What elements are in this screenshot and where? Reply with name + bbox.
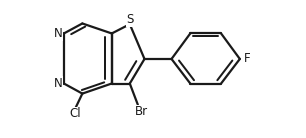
Text: F: F xyxy=(244,52,251,65)
Text: Cl: Cl xyxy=(69,107,81,120)
Text: Br: Br xyxy=(135,105,148,118)
Text: N: N xyxy=(54,27,62,40)
Text: S: S xyxy=(126,14,133,26)
Text: N: N xyxy=(54,77,62,90)
